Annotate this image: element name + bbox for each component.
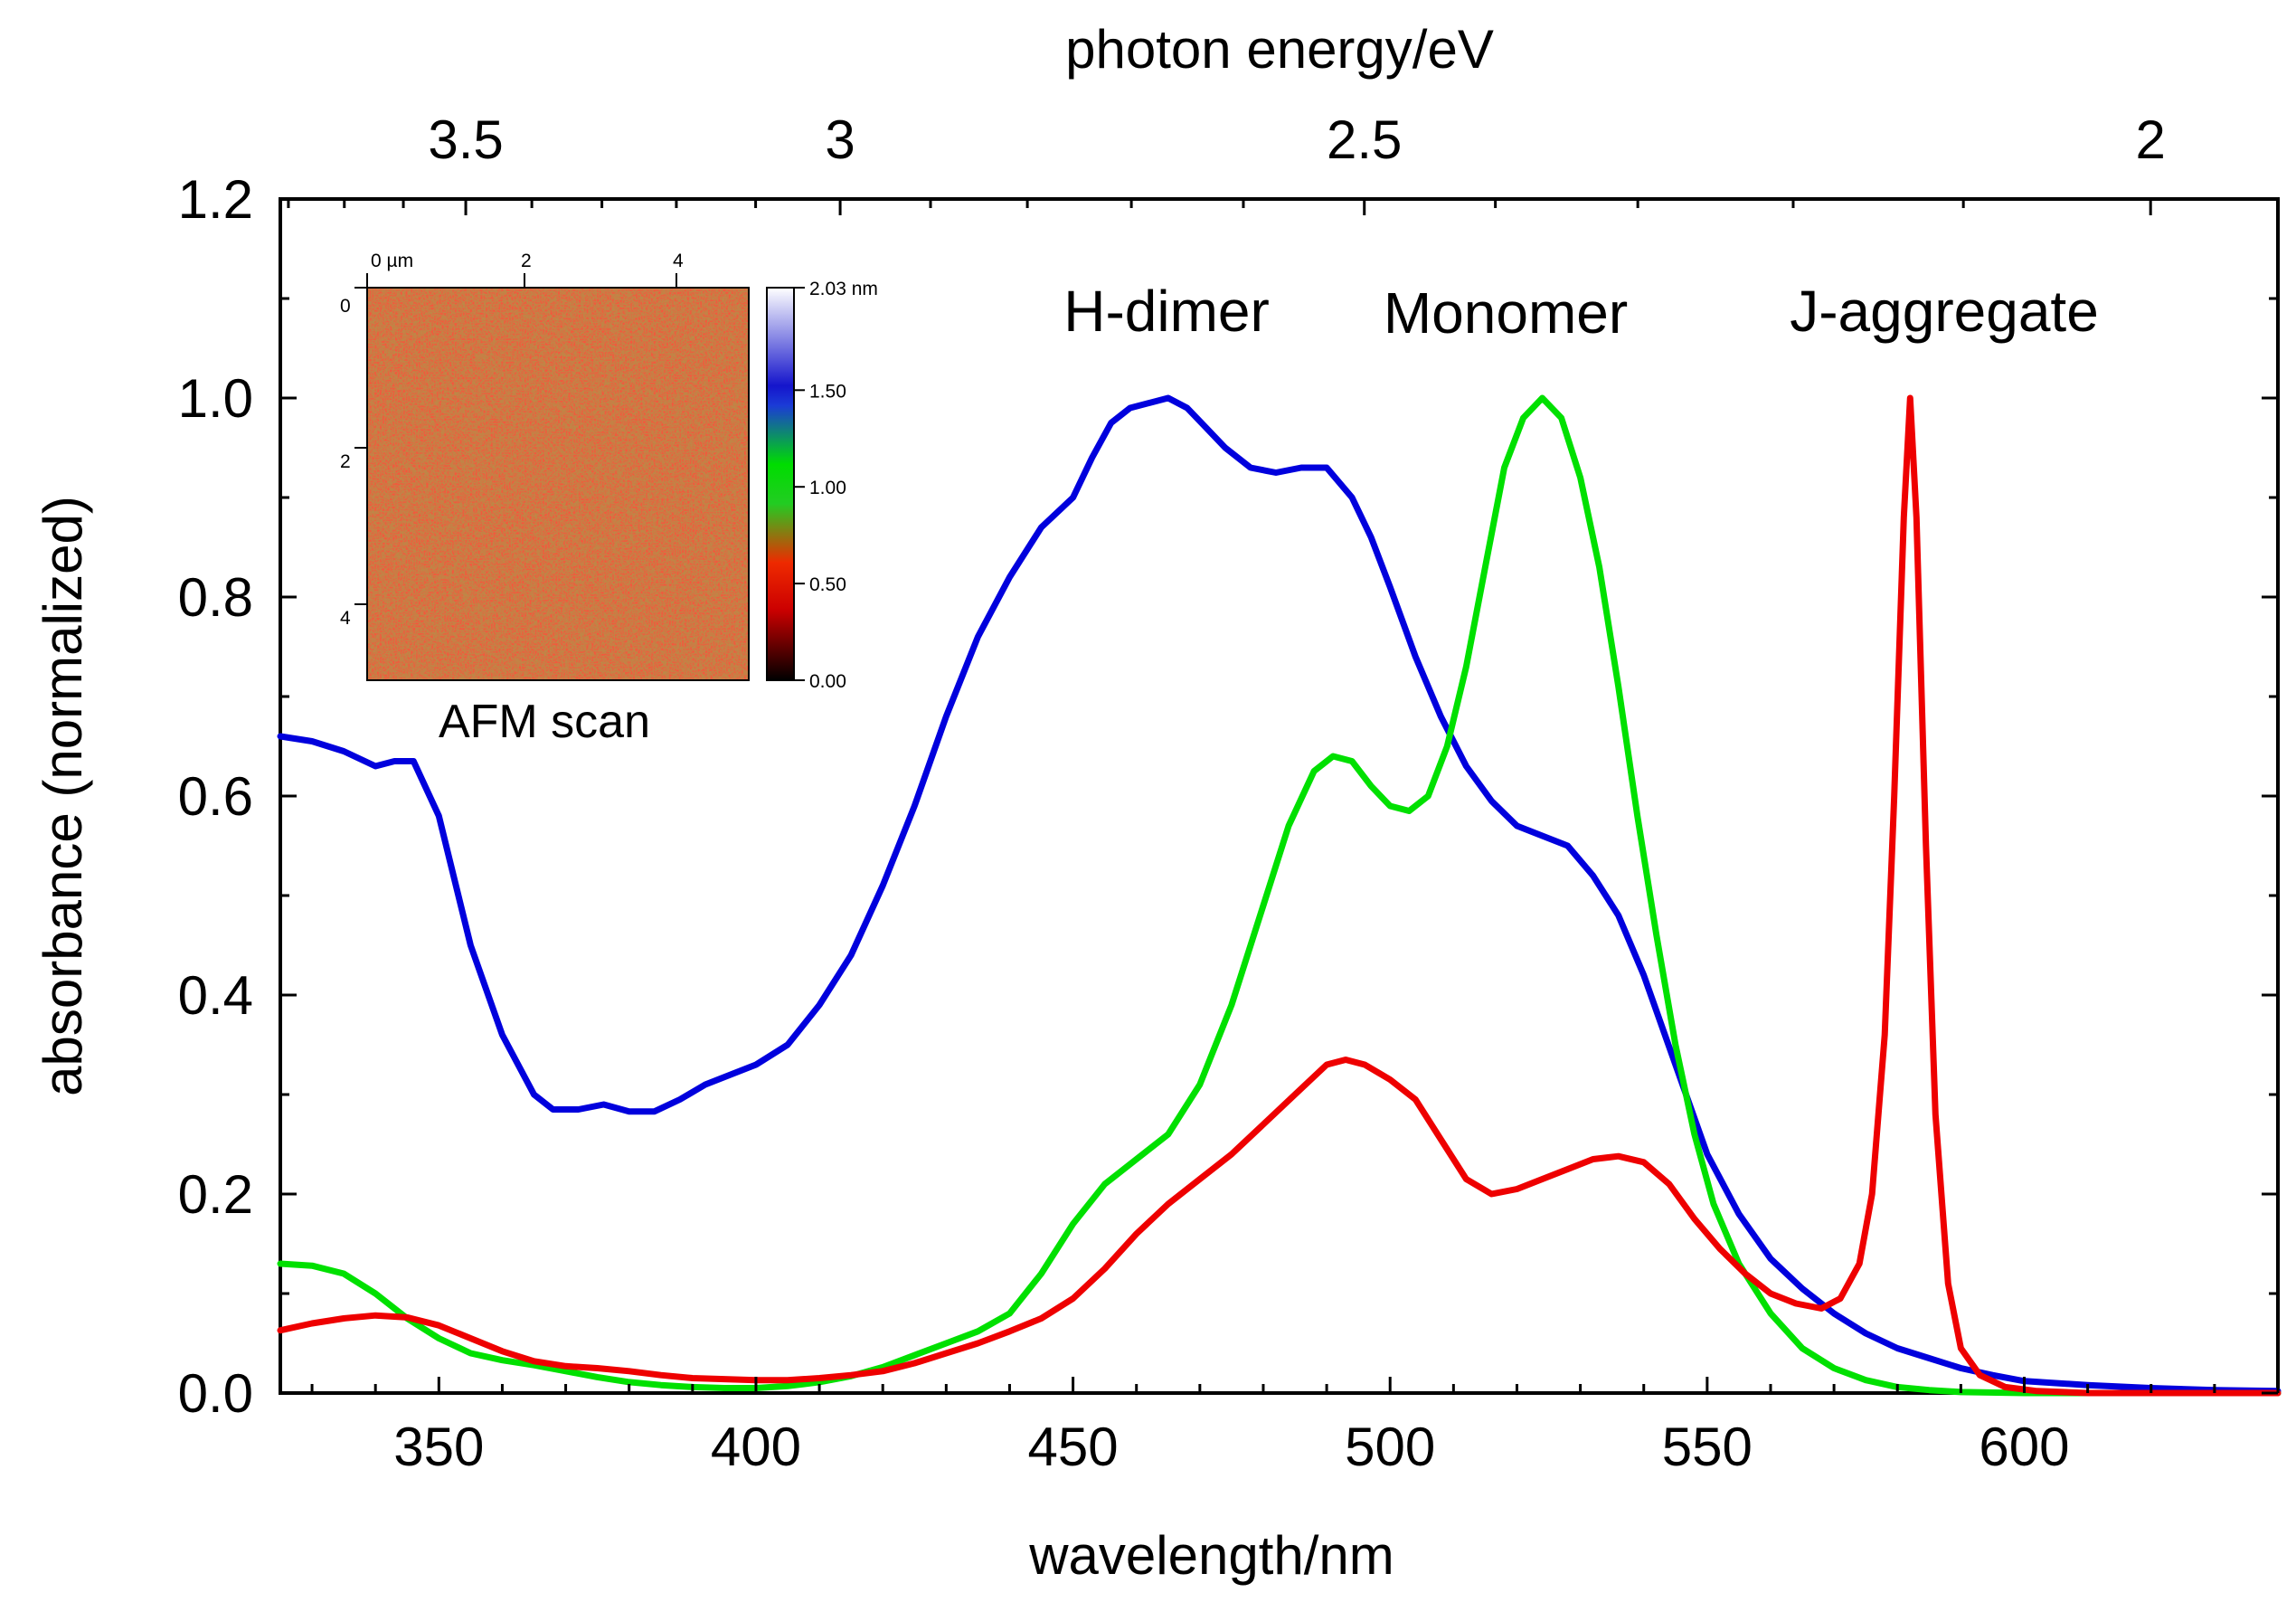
x-tick-label: 600 [1979,1417,2069,1477]
x2-tick-label: 2 [2135,109,2165,170]
x2-tick-label: 3.5 [428,109,503,170]
afm-inset: 0 µm 2 4 0 2 4 2.03 nm 1.50 1.00 0.50 0.00 A… [340,251,878,748]
x-tick-label: 550 [1662,1417,1753,1477]
afm-x-tick-label-4: 4 [673,251,684,271]
colorbar-tick-label: 2.03 nm [809,279,878,299]
annotation-monomer: Monomer [1384,280,1628,346]
x-tick-label: 500 [1345,1417,1435,1477]
y-tick-label: 0.2 [178,1164,253,1225]
afm-x-tick-label-2: 2 [521,251,532,271]
x2-tick-label: 3 [825,109,855,170]
y-tick-label: 1.0 [178,368,253,429]
x-tick-label: 450 [1028,1417,1119,1477]
x-tick-label: 400 [711,1417,801,1477]
series-line-h-dimer [277,394,2282,1395]
afm-y-tick-label-4: 4 [340,608,351,629]
x-tick-label: 350 [393,1417,484,1477]
afm-y-tick-label-0: 0 [340,296,351,317]
colorbar-tick-label: 0.50 [809,574,846,595]
annotation-j-aggregate: J-aggregate [1790,279,2099,344]
afm-x-tick-label-0: 0 µm [371,251,413,271]
colorbar-tick-label: 1.50 [809,381,846,402]
y-tick-label: 0.8 [178,567,253,628]
y-tick-label: 1.2 [178,169,253,230]
x-axis-title: wavelength/nm [1028,1525,1394,1586]
series-layer [277,394,2282,1397]
x2-axis-title: photon energy/eV [1065,19,1494,80]
afm-y-tick-label-2: 2 [340,451,351,472]
y-tick-label: 0.6 [178,766,253,827]
y-axis-title: absorbance (normalized) [33,496,93,1096]
afm-speckle [367,288,749,680]
colorbar-tick-label: 0.00 [809,671,846,692]
series-line-monomer [277,394,2282,1397]
annotation-h-dimer: H-dimer [1063,279,1270,344]
colorbar-tick-label: 1.00 [809,478,846,498]
afm-colorbar-ticks: 2.03 nm 1.50 1.00 0.50 0.00 [794,279,878,692]
tick-layer: 350 400 450 500 550 600 0.0 0.2 0.4 0.6 0.8 1.0 1.2 3… [178,109,2280,1477]
y-tick-label: 0.4 [178,965,253,1026]
series-line-j-aggregate [277,394,2282,1397]
afm-caption: AFM scan [439,696,650,748]
y-tick-label: 0.0 [178,1363,253,1424]
x2-tick-label: 2.5 [1327,109,1402,170]
afm-colorbar [766,287,795,681]
